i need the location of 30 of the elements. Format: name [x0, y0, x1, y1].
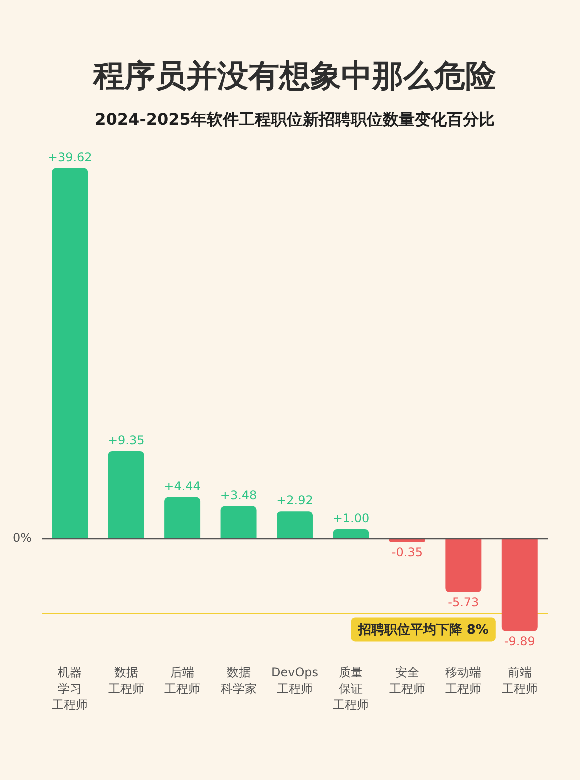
bar: [164, 497, 201, 539]
bar: [502, 538, 538, 632]
x-tick-label: 前端工程师: [502, 666, 538, 696]
x-tick-label: 机器学习工程师: [52, 666, 88, 712]
data-label: +1.00: [332, 512, 370, 526]
data-label: +39.62: [48, 150, 92, 165]
data-label: -5.73: [448, 596, 480, 610]
bar: [220, 506, 257, 539]
x-tick-label: 质量保证工程师: [333, 666, 370, 712]
x-tick-label: 移动端工程师: [446, 666, 482, 696]
bar: [52, 168, 88, 539]
x-tick-label: DevOps工程师: [271, 666, 319, 696]
bar: [108, 451, 144, 539]
bar: [333, 530, 370, 539]
data-label: -9.89: [504, 634, 536, 649]
x-tick-label: 安全工程师: [389, 666, 426, 696]
data-label: -0.35: [392, 545, 423, 560]
data-label: +3.48: [220, 488, 258, 502]
bar: [446, 538, 482, 592]
data-label: +9.35: [108, 434, 145, 448]
x-tick-label: 数据工程师: [108, 666, 144, 696]
x-tick-label: 数据科学家: [220, 666, 257, 696]
data-label: +2.92: [276, 494, 314, 508]
bar: [277, 512, 313, 539]
text: 0%: [12, 531, 32, 546]
x-tick-label: 后端工程师: [164, 666, 201, 696]
data-label: +4.44: [164, 480, 201, 494]
chart-title: 程序员并没有想象中那么危险: [92, 58, 496, 95]
chart-subtitle: 2024-2025年软件工程职位新招聘职位数量变化百分比: [95, 110, 495, 129]
ref-line-label: 招聘职位平均下降 8%: [357, 623, 489, 638]
